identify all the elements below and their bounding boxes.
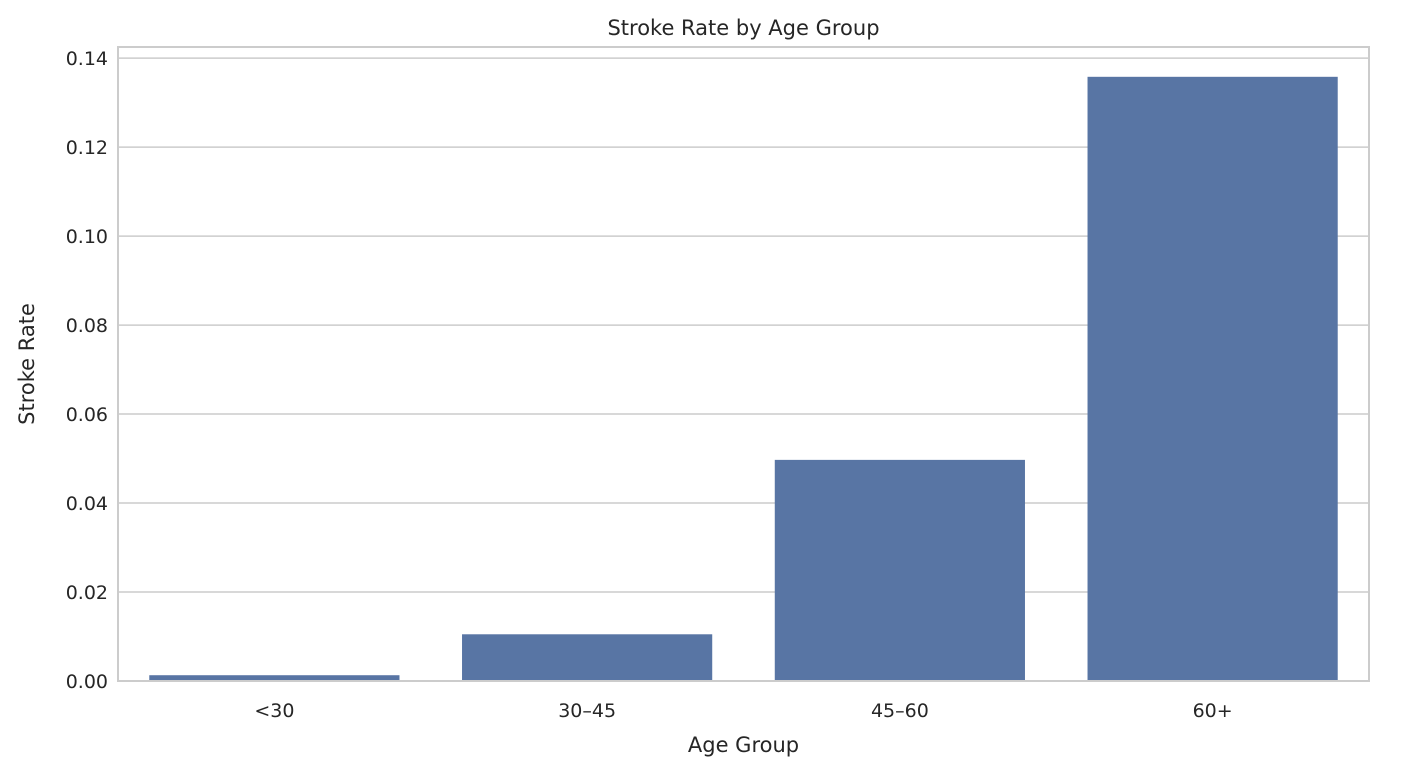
y-tick-label: 0.02 [66, 582, 108, 604]
y-tick-labels: 0.00 0.02 0.04 0.06 0.08 0.10 0.12 0.14 [66, 48, 108, 693]
x-tick-label: 60+ [1193, 700, 1233, 722]
bar-3 [1087, 76, 1338, 681]
y-tick-label: 0.06 [66, 404, 108, 426]
y-tick-label: 0.08 [66, 315, 108, 337]
x-tick-label: 30–45 [558, 700, 616, 722]
y-tick-label: 0.00 [66, 671, 108, 693]
x-tick-label: 45–60 [871, 700, 929, 722]
x-axis-label: Age Group [688, 733, 799, 757]
bar-2 [774, 459, 1025, 681]
y-axis-label: Stroke Rate [15, 303, 39, 425]
x-tick-label: <30 [254, 700, 294, 722]
y-tick-label: 0.12 [66, 137, 108, 159]
x-tick-labels: <30 30–45 45–60 60+ [254, 700, 1232, 722]
bar-1 [462, 634, 713, 681]
y-tick-label: 0.10 [66, 226, 108, 248]
y-gridlines [118, 57, 1369, 682]
chart-title: Stroke Rate by Age Group [607, 16, 879, 40]
y-tick-label: 0.14 [66, 48, 108, 70]
plot-frame [117, 46, 1370, 682]
bars [149, 76, 1338, 681]
bar-0 [149, 675, 400, 681]
y-tick-label: 0.04 [66, 493, 108, 515]
